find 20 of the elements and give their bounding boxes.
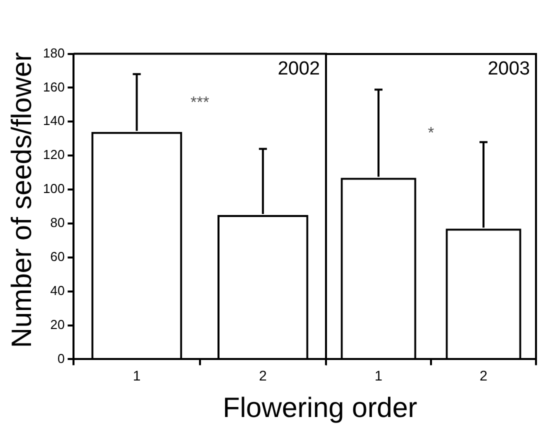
y-tick-label: 160 [42, 79, 65, 94]
x-tick-label: 2 [259, 367, 268, 384]
x-tick-label: 1 [132, 367, 141, 384]
x-tick-label: 1 [374, 367, 383, 384]
annotation: * [428, 125, 434, 142]
annotation: 2002 [278, 58, 320, 80]
y-tick-label: 180 [42, 45, 65, 60]
y-axis-title: Number of seeds/flower [6, 52, 38, 348]
y-tick-label: 40 [50, 282, 65, 298]
y-tick-label: 120 [42, 147, 65, 162]
annotation: *** [190, 94, 210, 112]
x-axis-title: Flowering order [222, 392, 418, 424]
y-tick-label: 0 [57, 350, 65, 366]
y-tick-label: 20 [50, 316, 65, 332]
x-tick-label: 2 [480, 367, 488, 384]
annotation: 2003 [488, 58, 530, 80]
y-tick-label: 80 [50, 215, 65, 230]
y-tick-label: 100 [42, 181, 65, 196]
y-tick-label: 60 [50, 248, 65, 264]
y-tick-label: 140 [42, 113, 65, 128]
